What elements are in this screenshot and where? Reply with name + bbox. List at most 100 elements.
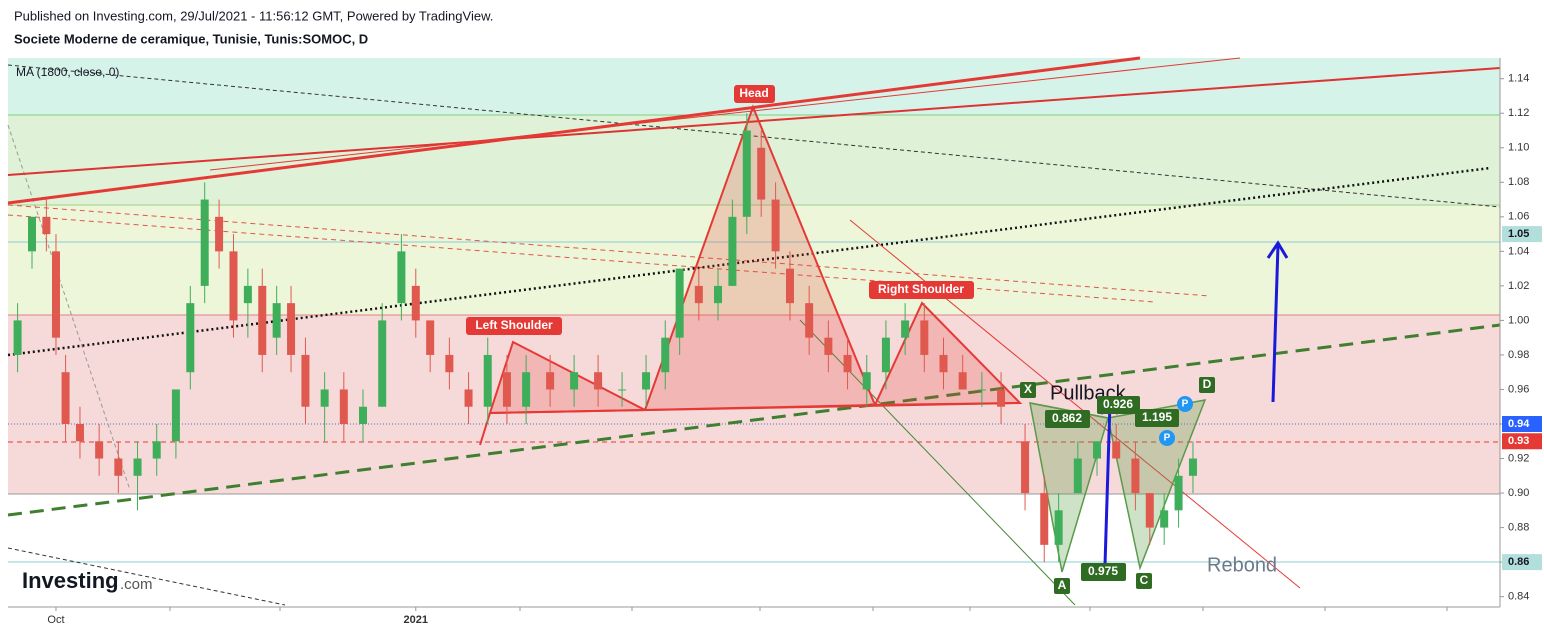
candle-body [483,354,492,407]
candle-body [27,216,36,252]
candle-body [958,372,967,390]
indicator: MA (1800, close, 0) [16,65,119,79]
candle-body [714,285,723,304]
candle-body [42,216,51,235]
candle-body [920,320,929,355]
candle-body [728,216,737,286]
label-box [734,85,775,103]
candle-body [464,389,473,407]
candle-body [1112,441,1121,459]
y-tick-label: 0.84 [1508,591,1529,603]
candle-body [502,372,511,407]
candle-body [977,389,986,391]
candle-body [13,320,22,355]
candle-body [805,303,814,338]
candle-body [771,199,780,252]
candle-body [642,372,651,390]
ratio: 1.195 [1142,410,1172,424]
candle-body [339,389,348,424]
candle-body [51,251,60,338]
annotation: Right Shoulder [878,282,964,296]
price-tag [1502,433,1542,450]
candle-body [1040,493,1049,545]
label-box [869,281,974,299]
y-tick-label: 0.92 [1508,452,1529,464]
candle-body [1145,493,1154,528]
x-tick-label: Oct [47,614,64,626]
candle-body [1021,441,1030,494]
candle-body [997,389,1006,407]
candle-body [939,354,948,373]
candle-body [171,389,180,442]
candle-body [1073,458,1082,494]
x-tick-label: 2021 [404,614,428,626]
candle-body [445,354,454,373]
price-tag-label: 0.86 [1508,556,1529,568]
price-tag [1502,226,1542,243]
logo: Investing [22,568,119,593]
candle-body [881,337,890,373]
candle-body [901,320,910,338]
candle-body [824,337,833,355]
marker-label: P [1182,399,1189,410]
candle-body [133,458,142,476]
candle-body [742,130,751,217]
candle-body [1093,441,1102,459]
y-tick-label: 1.10 [1508,142,1529,154]
y-tick-label: 0.88 [1508,521,1529,533]
pattern-point: X [1024,382,1032,396]
candle-body [378,320,387,407]
candle-body [1160,510,1169,528]
annotation: Left Shoulder [475,318,553,332]
price-tag [1502,416,1542,432]
pattern-point: C [1140,573,1149,587]
candle-body [114,458,123,476]
candle-body [359,406,368,424]
label-box [466,317,562,335]
candle-body [320,389,329,407]
marker-label: P [1164,433,1171,444]
candle-body [757,147,766,200]
logo: .com [120,576,153,593]
ratio: 0.975 [1088,564,1118,578]
y-tick-label: 1.04 [1508,245,1529,257]
y-tick-label: 1.02 [1508,280,1529,292]
candle-body [95,441,104,459]
pattern-point: D [1203,377,1212,391]
pattern-point: A [1058,578,1067,592]
x-tick-marks [169,607,1448,611]
candle-body [229,251,238,321]
zone [8,115,1500,205]
y-tick-label: 1.12 [1508,107,1529,119]
harmonic-pattern [1029,399,1207,573]
candle-body [1131,458,1140,494]
candle-body [186,303,195,373]
candle-body [200,199,209,286]
marker [1159,430,1175,446]
candle-body [546,372,555,390]
candle-body [152,441,161,459]
point-box [1020,377,1215,594]
zone [8,315,1500,494]
candle-body [426,320,435,355]
candle-body [301,354,310,407]
candle-body [843,354,852,373]
candle-body [215,216,224,252]
y-axis [1500,58,1544,633]
price-tag-label: 1.05 [1508,228,1529,240]
zone [8,205,1500,315]
y-tick-label: 0.96 [1508,383,1529,395]
y-tick-label: 0.98 [1508,349,1529,361]
candle-body [661,337,670,373]
candle-body [258,285,267,355]
candle-body [75,424,84,442]
candle-body [272,303,281,338]
candle-body [61,372,70,424]
ratio: 0.862 [1052,411,1082,425]
candle-body [694,285,703,304]
candle-body [618,389,627,391]
price-tag [1502,554,1542,571]
candle-body [1054,510,1063,545]
price-tag-label: 0.93 [1508,435,1529,447]
